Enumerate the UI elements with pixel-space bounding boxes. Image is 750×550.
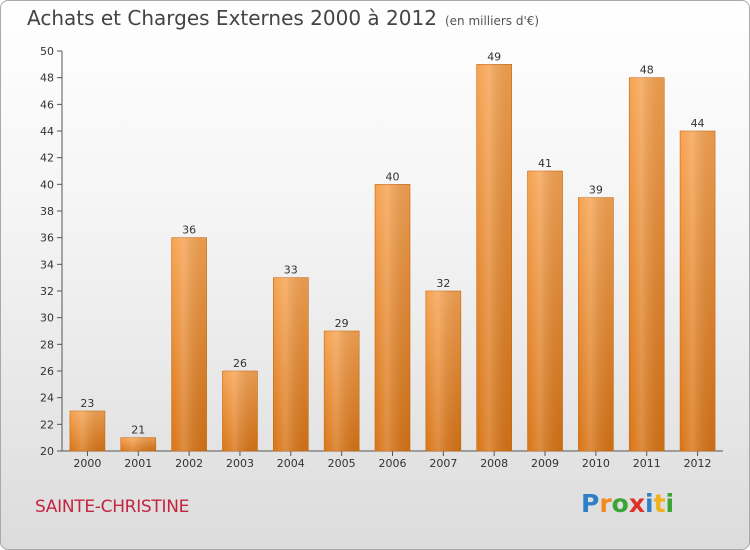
title-text: Achats et Charges Externes 2000 à 2012 [27,6,437,30]
y-tick-label: 46 [40,98,54,111]
logo-letter: o [611,489,629,518]
proxiti-logo: Proxiti [581,489,674,518]
x-tick-label: 2010 [582,457,610,470]
y-tick-label: 20 [40,445,54,458]
x-tick-label: 2005 [328,457,356,470]
x-tick-label: 2011 [633,457,661,470]
logo-letter: x [628,489,645,518]
x-tick-label: 2000 [73,457,101,470]
data-label-2006: 40 [386,170,400,183]
bar-shine-2004 [273,277,309,451]
bar-shine-2010 [578,197,614,451]
y-tick-label: 48 [40,72,54,85]
x-tick-label: 2006 [379,457,407,470]
data-label-2010: 39 [589,184,603,197]
data-label-2003: 26 [233,357,247,370]
bar-shine-2005 [324,331,360,451]
y-tick-label: 44 [40,125,54,138]
data-label-2005: 29 [335,317,349,330]
y-tick-label: 34 [40,258,54,271]
bar-shine-2000 [69,411,105,451]
y-tick-label: 28 [40,338,54,351]
bar-shine-2003 [222,371,258,451]
y-tick-label: 40 [40,178,54,191]
y-tick-label: 22 [40,418,54,431]
bar-shine-2011 [629,77,665,452]
data-label-2000: 23 [80,397,94,410]
logo-letter: i [665,489,675,518]
x-tick-label: 2004 [277,457,305,470]
chart-labels: 23 21 36 26 33 29 40 32 49 41 39 48 44 [80,50,704,436]
bar-shine-2001 [120,437,156,451]
data-label-2004: 33 [284,264,298,277]
y-tick-label: 24 [40,392,54,405]
bar-shine-2009 [527,171,563,451]
chart-bars [69,64,716,452]
data-label-2012: 44 [691,117,705,130]
logo-letter: t [653,489,666,518]
x-tick-label: 2009 [531,457,559,470]
x-tick-label: 2007 [429,457,457,470]
city-name: SAINTE-CHRISTINE [35,497,190,517]
logo-letter: i [645,489,654,518]
bar-shine-2002 [171,237,207,451]
y-tick-label: 42 [40,152,54,165]
chart-title: Achats et Charges Externes 2000 à 2012 (e… [27,6,539,30]
data-label-2001: 21 [131,424,145,437]
bar-shine-2007 [425,291,461,451]
logo-letter: P [581,489,600,518]
x-tick-label: 2008 [480,457,508,470]
chart-axes: 20 22 24 26 28 30 32 34 36 38 40 42 44 46 48 50 2000 2001… [40,45,723,470]
x-tick-label: 2012 [684,457,712,470]
data-label-2009: 41 [538,157,552,170]
x-tick-label: 2003 [226,457,254,470]
y-tick-label: 26 [40,365,54,378]
y-tick-label: 50 [40,45,54,58]
bar-shine-2012 [680,131,716,451]
logo-letter: r [599,489,612,518]
bar-shine-2008 [476,64,512,452]
y-tick-label: 32 [40,285,54,298]
bar-shine-2006 [375,184,410,452]
data-label-2008: 49 [487,50,501,63]
x-tick-label: 2001 [124,457,152,470]
y-tick-label: 36 [40,232,54,245]
data-label-2011: 48 [640,64,654,77]
y-tick-label: 38 [40,205,54,218]
y-tick-label: 30 [40,312,54,325]
title-unit: (en milliers d'€) [444,14,540,28]
data-label-2002: 36 [182,224,196,237]
x-tick-label: 2002 [175,457,203,470]
data-label-2007: 32 [436,277,450,290]
